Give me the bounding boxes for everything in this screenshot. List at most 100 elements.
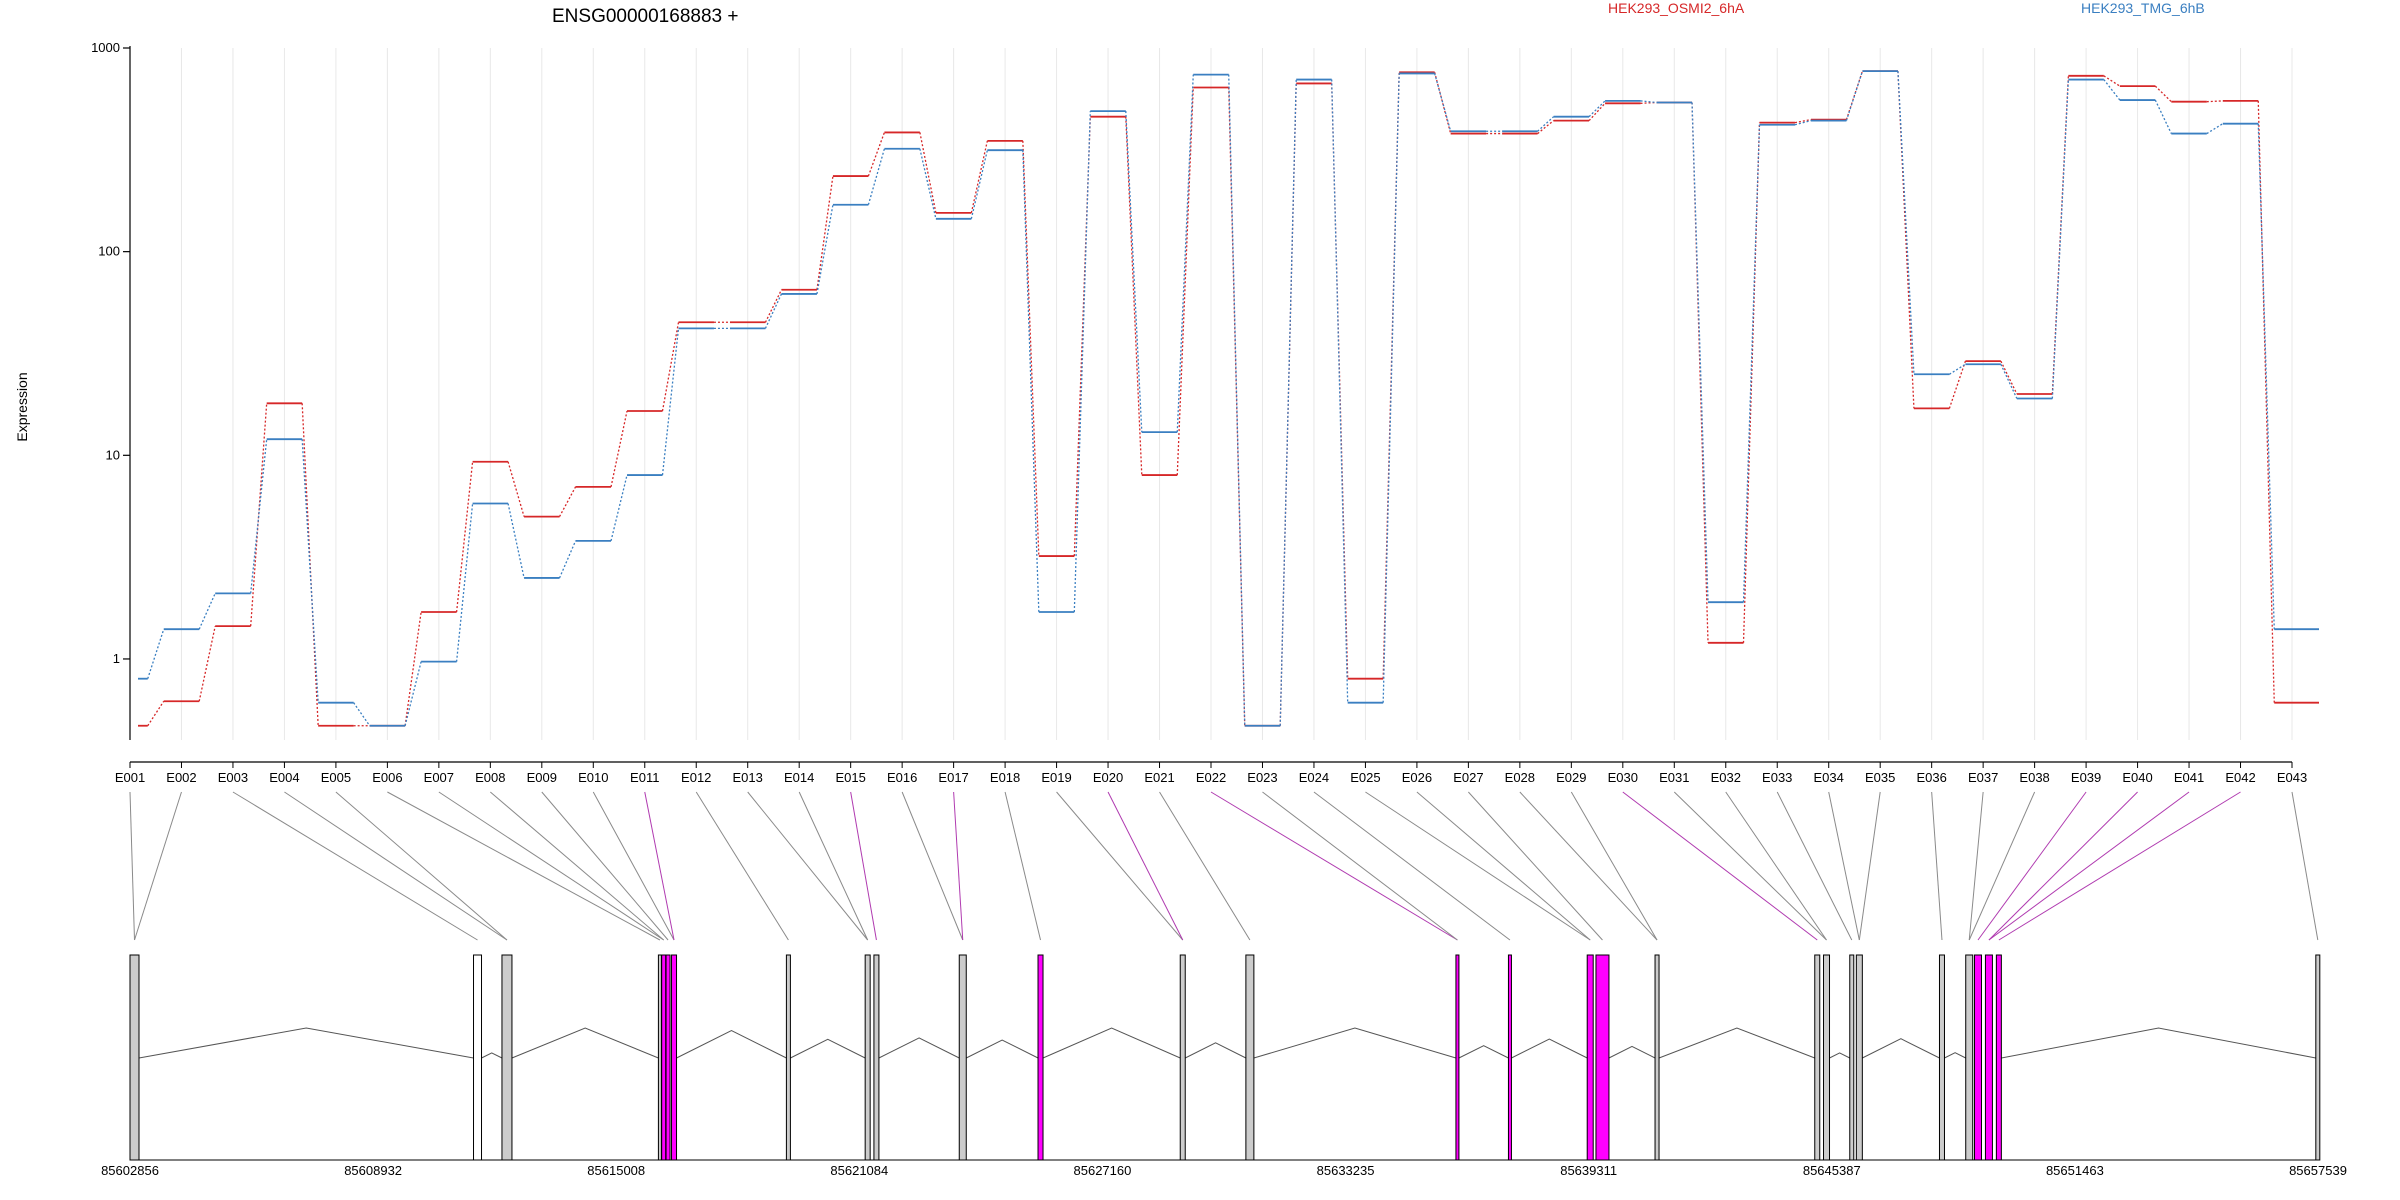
exon-block [1984, 954, 1993, 1161]
exon-label: E007 [424, 770, 454, 785]
series-connector [558, 540, 577, 579]
exon-connector [1468, 791, 1603, 941]
exon-connector [541, 791, 669, 941]
exon-connector [1056, 791, 1184, 941]
exon-label: E043 [2277, 770, 2307, 785]
exon-label: E037 [1968, 770, 1998, 785]
exon-block [1037, 954, 1044, 1161]
series-1 [138, 70, 2319, 727]
exon-connector [1931, 791, 1943, 941]
y-axis-label: Expression [14, 372, 30, 441]
exon-connector [1858, 791, 1881, 941]
exon-block [958, 954, 967, 1161]
exon-block [1595, 954, 1610, 1161]
series-connector [1279, 79, 1297, 726]
series-connector [1691, 102, 1709, 603]
series-connector [1794, 119, 1812, 126]
intron [878, 1037, 960, 1059]
series-connector [507, 461, 525, 517]
exon-label: E016 [887, 770, 917, 785]
exon-label: E041 [2174, 770, 2204, 785]
x-tick-labels: E001 E002 E003 E004 E005 E006 E007 E008 E009 E010… [115, 770, 2307, 785]
exon-block [1938, 954, 1945, 1161]
series-connector [2051, 79, 2070, 399]
exon-connector [798, 791, 869, 941]
series-connector [1382, 73, 1400, 703]
exon-label: E017 [938, 770, 968, 785]
series-connector [1331, 79, 1349, 703]
series-connector [970, 140, 988, 214]
exon-label: E024 [1299, 770, 1329, 785]
exon-label: E035 [1865, 770, 1895, 785]
intron [966, 1039, 1039, 1059]
exon-label: E002 [166, 770, 196, 785]
series-connector [1742, 124, 1761, 603]
intron [1608, 1045, 1656, 1059]
genomic-coordinate-label: 85645387 [1803, 1163, 1861, 1178]
exon-connector [1968, 791, 2036, 941]
y-tick-label: 100 [98, 244, 120, 259]
exon-label: E027 [1453, 770, 1483, 785]
exon-connector [1313, 791, 1511, 941]
exon-connector [1776, 791, 1853, 941]
exon-label: E001 [115, 770, 145, 785]
exon-connector [1673, 791, 1827, 941]
exon-block [864, 954, 871, 1161]
series-connector [2000, 360, 2018, 395]
exon-block [473, 954, 483, 1161]
intron [1042, 1027, 1181, 1059]
exon-label: E031 [1659, 770, 1689, 785]
series-connector [1640, 100, 1657, 104]
exon-block [501, 954, 513, 1161]
exon-block [1654, 954, 1660, 1161]
series-connector [1949, 363, 1966, 375]
legend-entry-tmg: HEK293_TMG_6hB [2081, 0, 2205, 16]
series-connector [2154, 99, 2172, 134]
exon-label: E005 [321, 770, 351, 785]
series-connector [2206, 100, 2223, 103]
intron [1185, 1042, 1247, 1059]
series-connector [2000, 363, 2018, 399]
series-connector [455, 461, 474, 613]
exon-label: E020 [1093, 770, 1123, 785]
y-tick-label: 1 [113, 651, 120, 666]
exon-connector [592, 791, 675, 941]
series-connector [661, 322, 680, 412]
series-connector [1588, 100, 1606, 118]
genomic-coordinate-label: 85651463 [2046, 1163, 2104, 1178]
gene-model: 85602856 85608932 85615008 85621084 85627160… [101, 954, 2347, 1178]
series-connector [147, 628, 165, 679]
intron [676, 1029, 787, 1059]
series-connector [1845, 70, 1864, 121]
exon-label: E034 [1814, 770, 1844, 785]
series-connector [1073, 111, 1091, 613]
exon-connector [901, 791, 964, 941]
series-connector [970, 150, 988, 219]
intron [138, 1027, 474, 1059]
exon-label: E042 [2225, 770, 2255, 785]
exon-block [785, 954, 791, 1161]
series-connector [353, 702, 371, 727]
exon-label: E028 [1505, 770, 1535, 785]
exon-connector [1519, 791, 1658, 941]
series-connector [558, 486, 577, 517]
exon-block [1849, 954, 1855, 1161]
exon-connector [1977, 791, 2087, 941]
series-connector [404, 661, 422, 726]
series-connector [455, 503, 474, 662]
series-connector [1176, 74, 1194, 433]
exon-connector [1262, 791, 1458, 941]
exon-label: E008 [475, 770, 505, 785]
series-connector [1176, 87, 1194, 476]
exon-connector [1725, 791, 1827, 941]
exon-connector [438, 791, 664, 941]
series-connector [1897, 71, 1915, 409]
exon-connector [850, 791, 877, 941]
genomic-coordinate-label: 85627160 [1074, 1163, 1132, 1178]
exon-label: E019 [1041, 770, 1071, 785]
series-connector [1073, 116, 1091, 557]
series-connector [2257, 100, 2275, 703]
exon-label: E032 [1711, 770, 1741, 785]
series-connector [816, 204, 834, 295]
intron [1458, 1045, 1509, 1059]
